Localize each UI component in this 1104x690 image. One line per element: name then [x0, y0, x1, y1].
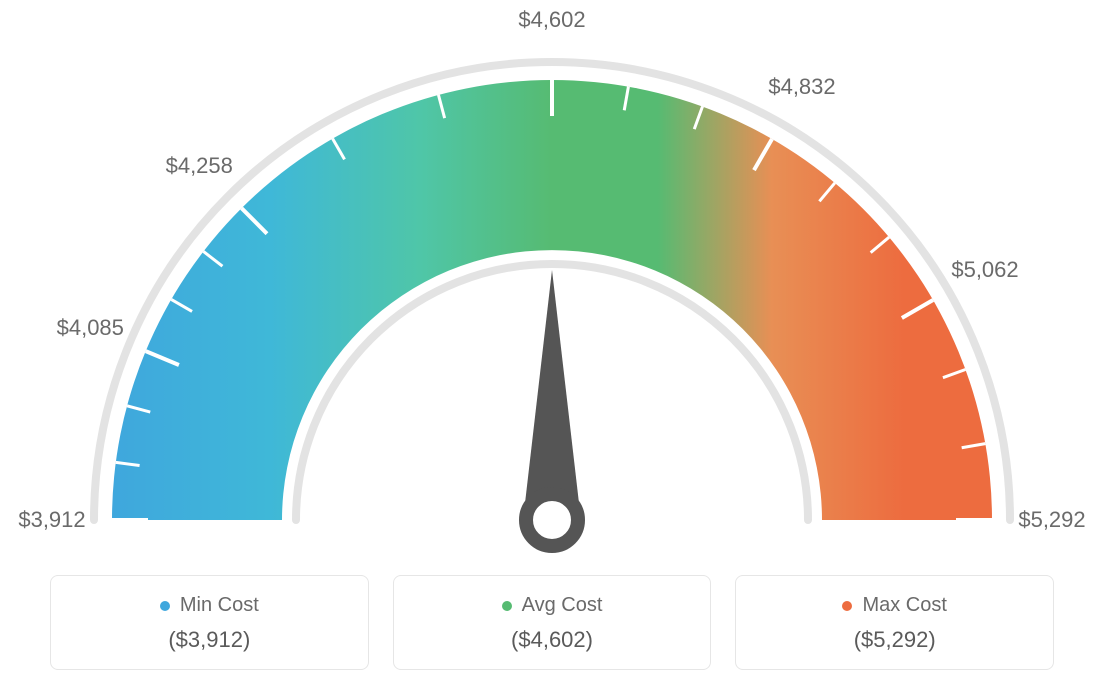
legend-text-max: Max Cost [862, 594, 946, 617]
gauge-tick-label: $4,832 [768, 74, 835, 100]
gauge-tick-label: $3,912 [18, 507, 85, 533]
gauge-chart: $3,912 $4,085 $4,258 $4,602 $4,832 $5,062 $5,2… [0, 0, 1104, 560]
gauge-tick-label: $4,085 [57, 315, 124, 341]
gauge-tick-label: $5,292 [1018, 507, 1085, 533]
legend-label-max: Max Cost [756, 594, 1033, 617]
legend-text-min: Min Cost [180, 594, 259, 617]
legend-text-avg: Avg Cost [522, 594, 603, 617]
legend-card-max: Max Cost ($5,292) [735, 575, 1054, 670]
legend-dot-min [160, 601, 170, 611]
gauge-tick-label: $4,602 [518, 7, 585, 33]
legend-dot-avg [502, 601, 512, 611]
cost-gauge-container: $3,912 $4,085 $4,258 $4,602 $4,832 $5,062 $5,2… [0, 0, 1104, 690]
legend-label-avg: Avg Cost [414, 594, 691, 617]
gauge-tick-label: $5,062 [951, 257, 1018, 283]
legend-label-min: Min Cost [71, 594, 348, 617]
legend-card-min: Min Cost ($3,912) [50, 575, 369, 670]
legend-row: Min Cost ($3,912) Avg Cost ($4,602) Max … [50, 575, 1054, 670]
legend-card-avg: Avg Cost ($4,602) [393, 575, 712, 670]
legend-dot-max [842, 601, 852, 611]
gauge-tick-label: $4,258 [166, 153, 233, 179]
legend-value-avg: ($4,602) [414, 627, 691, 653]
legend-value-max: ($5,292) [756, 627, 1033, 653]
gauge-svg [0, 0, 1104, 560]
legend-value-min: ($3,912) [71, 627, 348, 653]
